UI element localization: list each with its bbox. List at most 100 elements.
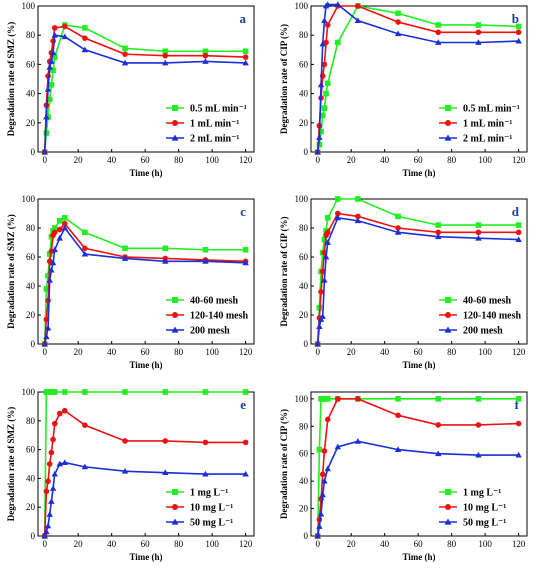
data-point <box>46 276 53 283</box>
series-line <box>43 226 246 345</box>
data-point <box>475 229 482 236</box>
data-point <box>50 436 56 443</box>
data-point <box>48 498 55 504</box>
data-point <box>162 438 169 444</box>
data-point <box>317 316 325 322</box>
legend-entry: 1 mg L⁻¹ <box>439 488 501 499</box>
panel-label: a <box>240 11 247 26</box>
data-point <box>435 29 442 36</box>
data-point <box>321 61 328 68</box>
data-point <box>324 1 331 7</box>
data-point <box>44 324 52 331</box>
data-point <box>314 148 321 155</box>
x-tick-label: 100 <box>205 155 219 165</box>
series-3 <box>314 1 522 155</box>
y-tick-label: 80 <box>299 223 309 233</box>
data-point <box>395 10 401 17</box>
data-point <box>51 225 58 231</box>
plot-frame <box>37 198 255 345</box>
series-2 <box>41 407 249 539</box>
data-point <box>48 449 55 456</box>
data-point <box>43 528 50 535</box>
series-3 <box>41 459 249 539</box>
y-tick-label: 100 <box>22 194 36 204</box>
legend-label: 1 mL min⁻¹ <box>190 119 239 130</box>
data-point <box>435 422 442 428</box>
data-point <box>202 58 209 64</box>
x-axis-label: Time (h) <box>129 168 162 178</box>
panel-label: f <box>515 397 520 412</box>
data-point <box>61 389 68 395</box>
x-tick-label: 0 <box>315 347 320 357</box>
y-tick-label: 40 <box>26 281 36 291</box>
data-point <box>56 460 63 467</box>
legend-entry: 1 mL min⁻¹ <box>439 119 512 130</box>
data-point <box>515 222 522 228</box>
legend-marker <box>172 120 178 126</box>
data-point <box>475 234 482 241</box>
data-point <box>354 17 362 24</box>
y-tick-label: 60 <box>299 449 309 459</box>
legend-marker <box>445 105 451 111</box>
data-point <box>395 412 401 419</box>
data-point <box>41 340 48 347</box>
chart-panel-c: 0 20 40 60 80 100 0 20 40 60 80 100 120 Time (h) Degra… <box>6 194 255 370</box>
data-point <box>82 35 88 41</box>
legend-entry: 200 mesh <box>166 326 230 337</box>
data-point <box>51 420 58 427</box>
y-tick-label: 20 <box>26 118 36 128</box>
data-point <box>323 39 329 46</box>
legend-marker <box>171 326 179 333</box>
data-point <box>46 461 53 467</box>
data-point <box>319 268 326 275</box>
data-point <box>51 229 58 236</box>
legend-label: 10 mg L⁻¹ <box>463 503 506 514</box>
x-tick-label: 20 <box>74 347 84 357</box>
data-point <box>242 259 249 266</box>
y-tick-label: 60 <box>299 252 309 262</box>
data-point <box>61 220 68 227</box>
x-tick-label: 100 <box>478 155 492 165</box>
data-point <box>355 396 361 402</box>
panel-label: d <box>512 204 520 219</box>
data-point <box>82 25 88 31</box>
data-point <box>46 96 53 103</box>
data-point <box>319 471 326 478</box>
y-axis-label: Degradation rate of SMZ (%) <box>6 214 16 328</box>
y-tick-label: 100 <box>295 194 309 204</box>
legend-entry: 120-140 mesh <box>166 311 248 322</box>
series-line <box>316 212 519 345</box>
data-point <box>515 420 522 427</box>
legend-label: 0.5 mL min⁻¹ <box>190 104 247 115</box>
data-point <box>48 266 55 273</box>
data-point <box>202 439 209 446</box>
data-point <box>515 396 522 402</box>
x-tick-label: 80 <box>447 539 457 549</box>
data-point <box>45 478 51 485</box>
legend-entry: 50 mg L⁻¹ <box>166 518 233 529</box>
data-point <box>49 485 57 491</box>
legend-label: 0.5 mL min⁻¹ <box>463 104 520 115</box>
legend-marker <box>172 105 178 111</box>
data-point <box>162 469 169 476</box>
data-point <box>202 48 209 55</box>
data-point <box>314 340 321 347</box>
data-point <box>324 396 331 402</box>
data-point <box>395 396 401 402</box>
data-point <box>355 196 361 202</box>
data-point <box>321 276 328 283</box>
legend-label: 120-140 mesh <box>190 311 248 322</box>
data-point <box>515 23 522 30</box>
data-point <box>121 59 129 66</box>
data-point <box>45 73 51 79</box>
y-tick-label: 20 <box>299 118 309 128</box>
data-point <box>162 258 169 264</box>
data-point <box>435 396 442 402</box>
data-point <box>319 112 326 119</box>
data-point <box>324 215 331 221</box>
x-tick-label: 40 <box>107 539 117 549</box>
y-tick-label: 40 <box>26 89 36 99</box>
data-point <box>319 40 326 47</box>
x-tick-label: 120 <box>512 155 526 165</box>
data-point <box>48 248 55 254</box>
